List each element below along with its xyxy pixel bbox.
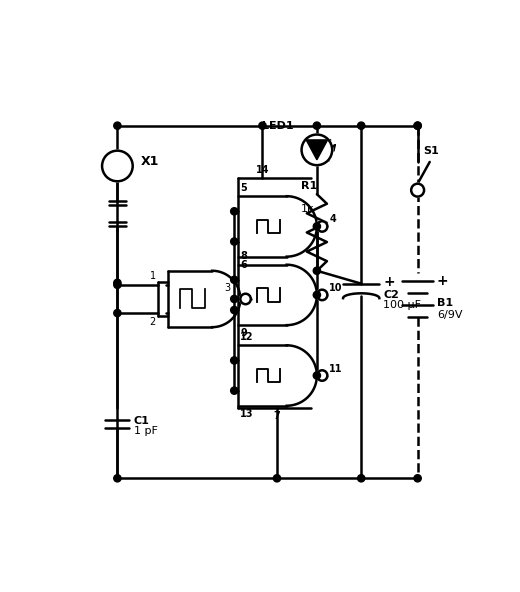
Circle shape bbox=[231, 357, 238, 364]
Circle shape bbox=[313, 267, 320, 274]
Text: R1: R1 bbox=[301, 181, 317, 191]
Text: 6: 6 bbox=[240, 260, 247, 270]
Text: 100 μF: 100 μF bbox=[383, 300, 421, 310]
Circle shape bbox=[414, 122, 421, 129]
Text: 12: 12 bbox=[240, 332, 254, 342]
Circle shape bbox=[259, 122, 266, 129]
Text: 1: 1 bbox=[150, 271, 155, 281]
Text: 1 pF: 1 pF bbox=[134, 426, 158, 436]
Text: B1: B1 bbox=[437, 298, 453, 308]
Text: 7: 7 bbox=[274, 411, 280, 421]
Text: 4: 4 bbox=[329, 214, 336, 224]
Circle shape bbox=[231, 276, 238, 284]
Circle shape bbox=[411, 184, 424, 197]
Text: 11: 11 bbox=[329, 363, 343, 374]
Circle shape bbox=[231, 307, 238, 314]
Text: 14: 14 bbox=[256, 165, 269, 175]
Circle shape bbox=[114, 279, 121, 287]
Circle shape bbox=[317, 370, 328, 381]
Circle shape bbox=[274, 475, 281, 482]
Circle shape bbox=[114, 281, 121, 288]
Text: X1: X1 bbox=[141, 156, 159, 169]
Text: C2: C2 bbox=[383, 290, 399, 300]
Circle shape bbox=[414, 122, 421, 129]
Circle shape bbox=[302, 134, 332, 165]
Circle shape bbox=[358, 122, 365, 129]
Circle shape bbox=[313, 122, 320, 129]
Text: C1: C1 bbox=[134, 416, 149, 426]
Circle shape bbox=[240, 294, 251, 304]
Text: LED1: LED1 bbox=[262, 121, 293, 130]
Circle shape bbox=[114, 122, 121, 129]
Text: 10: 10 bbox=[329, 283, 343, 293]
Circle shape bbox=[231, 295, 238, 303]
Text: +: + bbox=[437, 274, 449, 288]
Text: 13: 13 bbox=[240, 409, 254, 419]
Circle shape bbox=[317, 289, 328, 300]
Text: 9: 9 bbox=[240, 329, 247, 339]
Text: 5: 5 bbox=[240, 183, 247, 193]
Circle shape bbox=[114, 310, 121, 317]
Circle shape bbox=[313, 372, 320, 379]
Polygon shape bbox=[306, 140, 328, 160]
Text: 6/9V: 6/9V bbox=[437, 310, 462, 320]
Circle shape bbox=[231, 208, 238, 215]
Text: 3: 3 bbox=[224, 283, 230, 293]
Circle shape bbox=[313, 291, 320, 298]
Circle shape bbox=[414, 475, 421, 482]
Circle shape bbox=[313, 223, 320, 230]
Circle shape bbox=[317, 221, 328, 231]
Circle shape bbox=[231, 238, 238, 245]
Text: 2: 2 bbox=[149, 317, 155, 327]
Text: 1k: 1k bbox=[301, 204, 314, 214]
Circle shape bbox=[358, 475, 365, 482]
Circle shape bbox=[102, 150, 133, 181]
Text: +: + bbox=[383, 275, 395, 289]
Circle shape bbox=[231, 387, 238, 394]
Circle shape bbox=[114, 475, 121, 482]
Text: 8: 8 bbox=[240, 252, 247, 262]
Text: S1: S1 bbox=[424, 146, 439, 156]
